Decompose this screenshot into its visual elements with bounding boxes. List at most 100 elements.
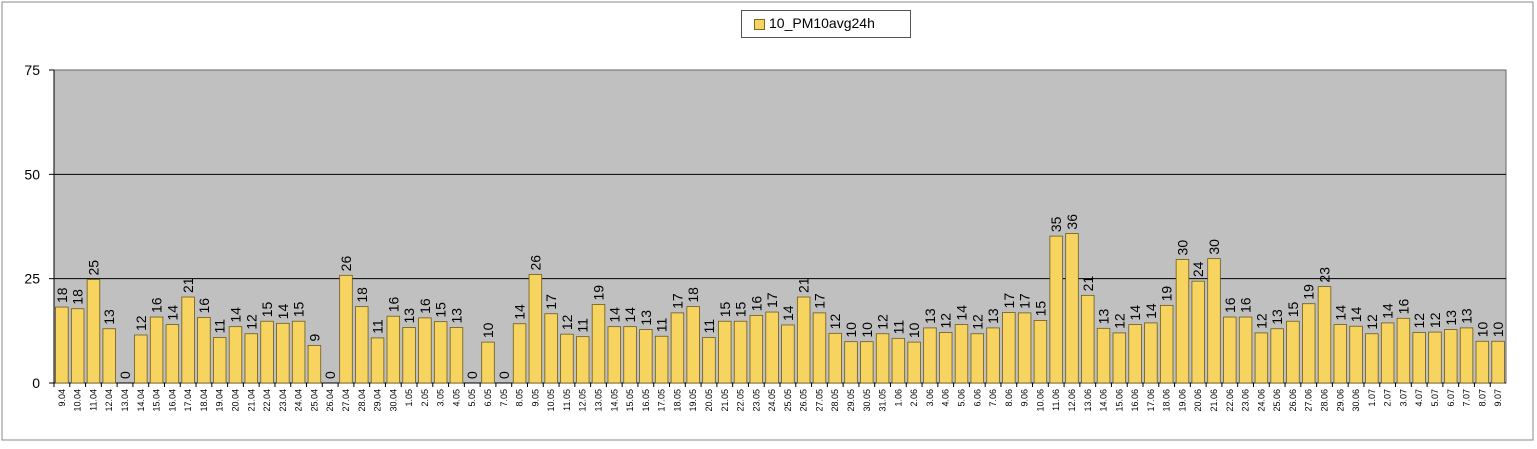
bar	[134, 334, 148, 384]
data-label: 17	[543, 294, 559, 310]
bar	[986, 327, 1000, 384]
bar	[386, 315, 401, 384]
data-label: 12	[133, 315, 149, 331]
bar	[86, 279, 101, 384]
x-tick-label: 15.06	[1114, 389, 1124, 412]
x-tick-label: 10.06	[1035, 389, 1045, 412]
data-label: 19	[1159, 286, 1175, 302]
bar	[544, 313, 558, 384]
bar	[702, 337, 716, 384]
data-label: 15	[1285, 301, 1301, 317]
bar	[1349, 325, 1363, 384]
x-tick-label: 12.05	[578, 389, 588, 412]
y-tick-label: 25	[24, 271, 40, 287]
bar	[528, 274, 543, 384]
data-label: 15	[291, 301, 307, 317]
x-tick-label: 10.05	[546, 389, 556, 412]
x-tick-label: 21.05	[720, 389, 730, 412]
bar	[449, 327, 464, 384]
data-label: 13	[448, 308, 464, 324]
data-label: 30	[1174, 240, 1190, 256]
data-label: 12	[1111, 313, 1127, 329]
x-tick-label: 28.06	[1320, 389, 1330, 412]
x-tick-label: 18.04	[199, 389, 209, 412]
data-label: 18	[354, 287, 370, 303]
data-label: 10	[843, 322, 859, 338]
bar	[891, 337, 906, 384]
bar	[1049, 235, 1063, 384]
data-label: 12	[1364, 314, 1380, 330]
x-tick-label: 19.06	[1177, 389, 1187, 412]
bar	[1033, 319, 1048, 384]
data-label: 13	[985, 308, 1001, 324]
data-label: 16	[1395, 299, 1411, 315]
bar	[1065, 233, 1079, 384]
bar	[181, 296, 195, 384]
bar	[1207, 258, 1221, 384]
bar	[433, 321, 448, 384]
bar	[639, 329, 653, 384]
bar	[1081, 294, 1095, 384]
bar	[781, 324, 795, 384]
x-tick-label: 27.05	[814, 389, 824, 412]
data-label: 0	[496, 371, 512, 379]
bar	[623, 326, 637, 384]
data-label: 14	[228, 307, 244, 323]
x-tick-label: 3.07	[1398, 389, 1408, 407]
bar	[512, 323, 527, 384]
x-tick-label: 24.05	[767, 389, 777, 412]
x-tick-label: 11.06	[1051, 389, 1061, 411]
x-tick-label: 8.05	[515, 389, 525, 407]
data-label: 13	[1459, 308, 1475, 324]
x-tick-label: 22.06	[1225, 389, 1235, 412]
data-label: 16	[385, 296, 401, 312]
data-label: 12	[827, 314, 843, 330]
bar	[1491, 340, 1505, 384]
data-label: 17	[1001, 293, 1017, 309]
data-label: 18	[54, 287, 70, 303]
x-tick-label: 8.06	[1004, 389, 1014, 407]
x-tick-label: 29.06	[1335, 389, 1345, 412]
bar	[276, 322, 290, 384]
data-label: 10	[1490, 321, 1506, 337]
data-label: 12	[559, 314, 575, 330]
x-tick-label: 23.04	[278, 389, 288, 412]
bar	[1270, 328, 1284, 384]
bar	[1159, 304, 1174, 384]
bar	[686, 306, 700, 384]
x-tick-label: 4.06	[941, 389, 951, 407]
data-label: 14	[622, 307, 638, 323]
bar	[1112, 332, 1127, 384]
bar	[860, 341, 874, 384]
data-label: 15	[1032, 301, 1048, 317]
data-label: 11	[575, 318, 591, 333]
x-tick-label: 30.05	[862, 389, 872, 412]
bar	[1444, 329, 1458, 384]
data-label: 11	[654, 318, 670, 333]
x-tick-label: 9.05	[530, 389, 540, 407]
x-tick-label: 16.05	[641, 389, 651, 412]
y-tick-label: 50	[24, 166, 40, 182]
x-tick-label: 15.05	[625, 389, 635, 412]
data-label: 14	[512, 304, 528, 320]
x-tick-label: 2.07	[1383, 389, 1393, 407]
x-tick-label: 11.05	[562, 389, 572, 411]
data-label: 15	[733, 301, 749, 317]
bar	[954, 324, 969, 384]
x-tick-label: 5.06	[957, 389, 967, 407]
x-tick-label: 8.07	[1477, 389, 1487, 407]
bar	[339, 274, 353, 384]
data-label: 35	[1048, 216, 1064, 232]
data-label: 16	[1222, 297, 1238, 313]
x-tick-label: 9.07	[1493, 389, 1503, 407]
bar	[1096, 327, 1111, 384]
data-label: 25	[85, 260, 101, 276]
data-label: 18	[70, 289, 86, 305]
x-tick-label: 16.06	[1130, 389, 1140, 412]
x-tick-label: 1.06	[893, 389, 903, 407]
x-tick-label: 28.05	[830, 389, 840, 412]
data-label: 17	[669, 293, 685, 309]
bar	[1286, 320, 1300, 384]
bar	[481, 341, 495, 384]
